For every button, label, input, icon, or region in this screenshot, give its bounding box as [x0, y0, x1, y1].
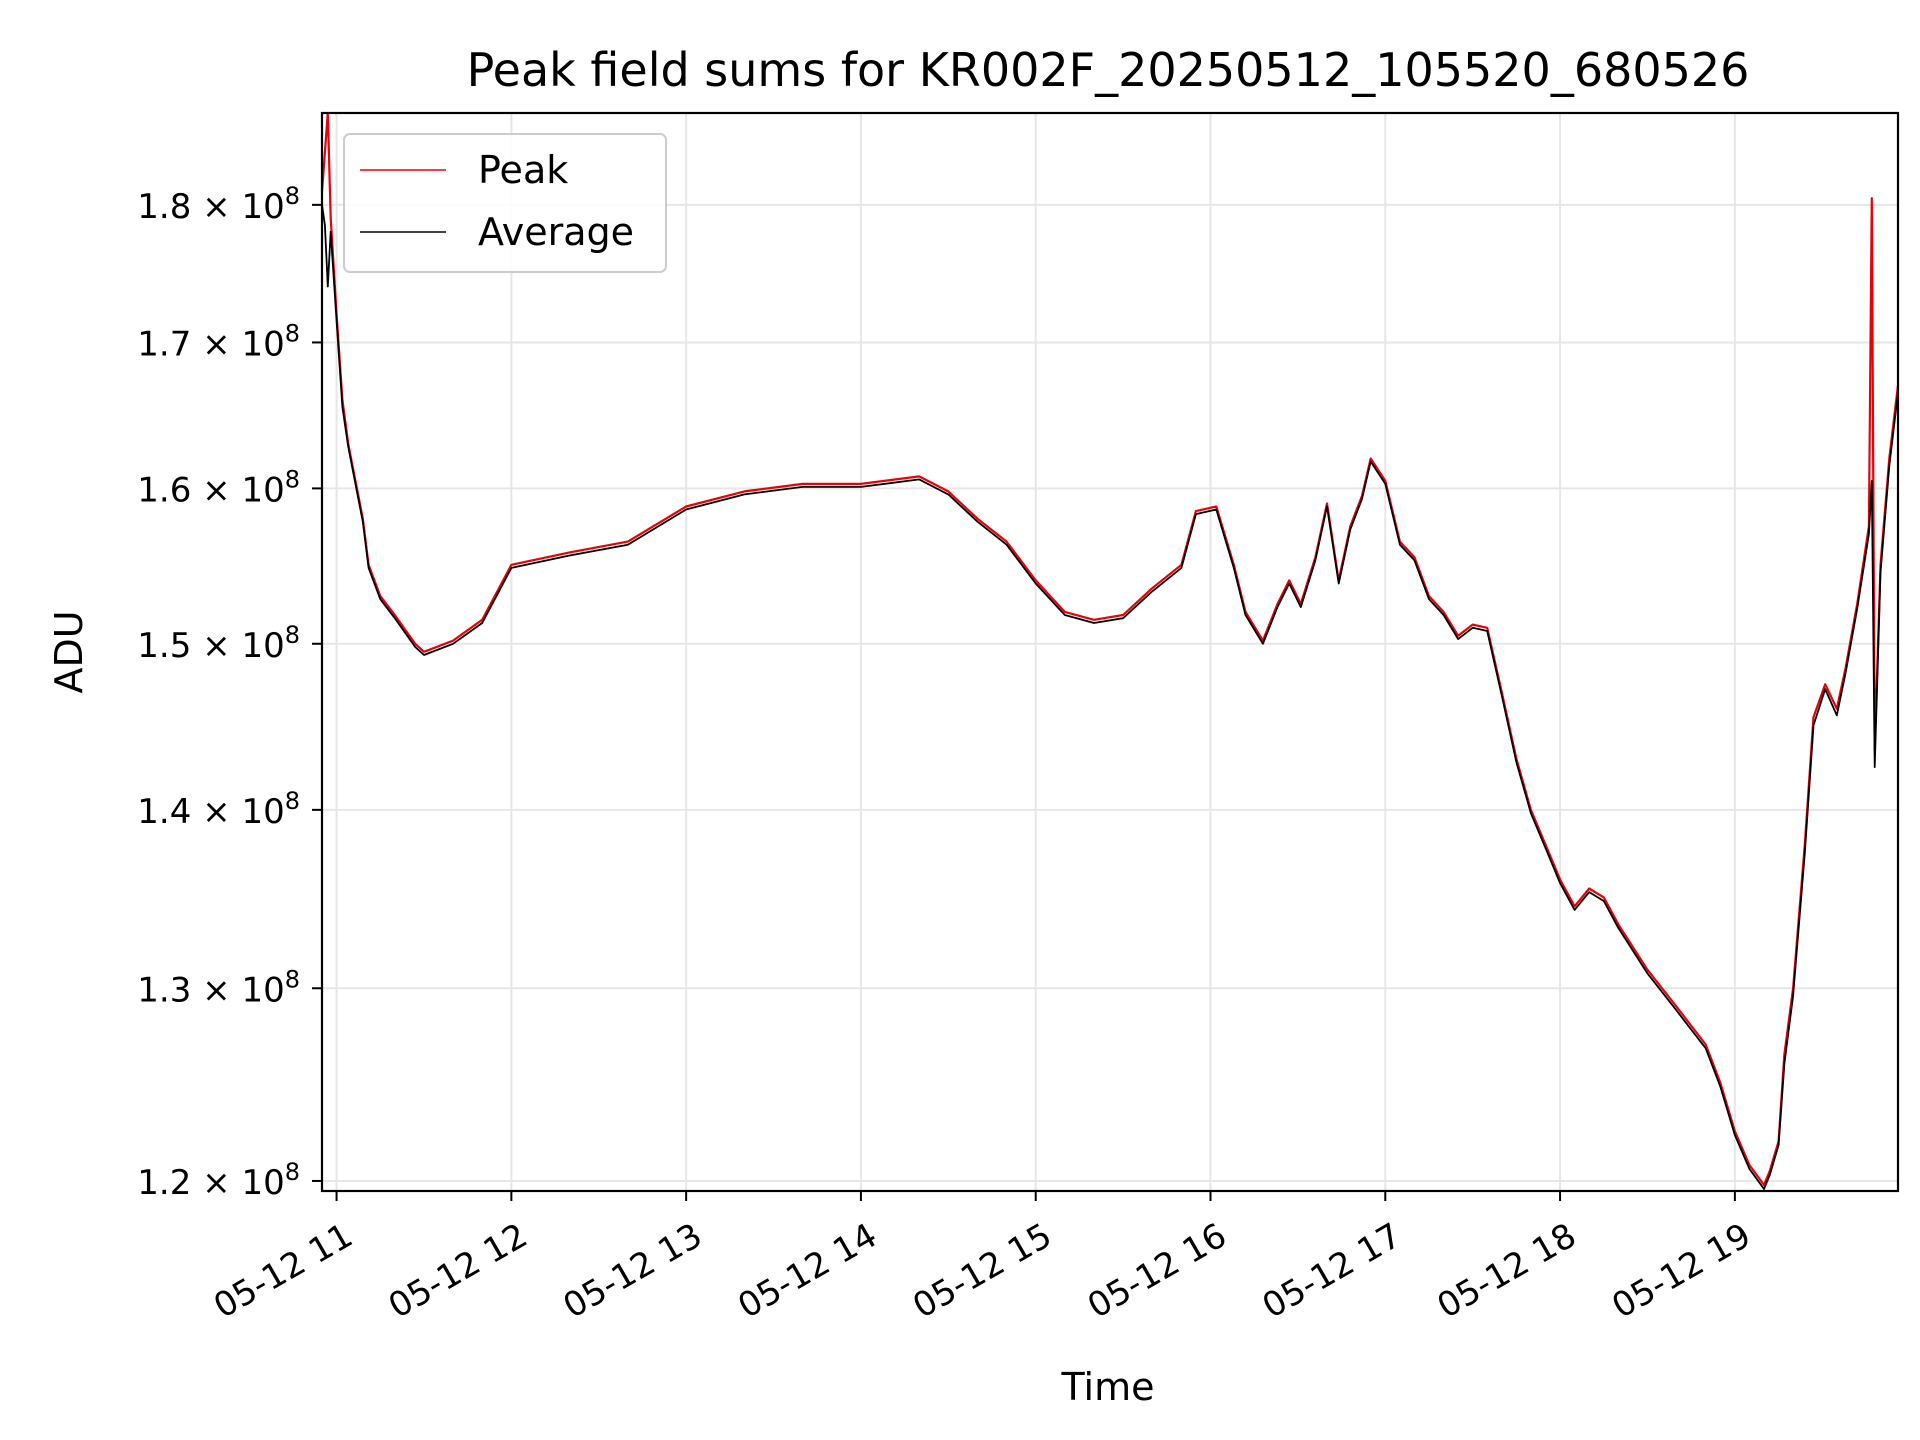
y-tick-label: 1.7 × 108 [137, 319, 300, 364]
legend: Peak Average [343, 133, 667, 273]
series-line-average [322, 204, 1898, 1190]
plot-frame [320, 111, 1900, 1193]
y-tick-label: 1.6 × 108 [137, 465, 300, 510]
y-tick-label: 1.5 × 108 [137, 621, 300, 666]
legend-box [343, 133, 667, 273]
y-tick-layer: 1.2 × 108 1.3 × 108 1.4 × 108 1.5 × 108 1.6 … [137, 182, 322, 1203]
grid-layer [322, 113, 1898, 1191]
y-tick-label: 1.4 × 108 [137, 787, 300, 832]
series-layer [322, 113, 1898, 1190]
legend-label-average: Average [478, 210, 634, 254]
y-tick-label: 1.3 × 108 [137, 965, 300, 1010]
y-tick-label: 1.2 × 108 [137, 1158, 300, 1203]
y-axis-label: ADU [47, 610, 91, 693]
x-axis-label: Time [1061, 1365, 1155, 1409]
chart-title: Peak field sums for KR002F_20250512_1055… [467, 43, 1750, 97]
y-tick-label: 1.8 × 108 [137, 182, 300, 227]
legend-label-peak: Peak [478, 148, 568, 192]
